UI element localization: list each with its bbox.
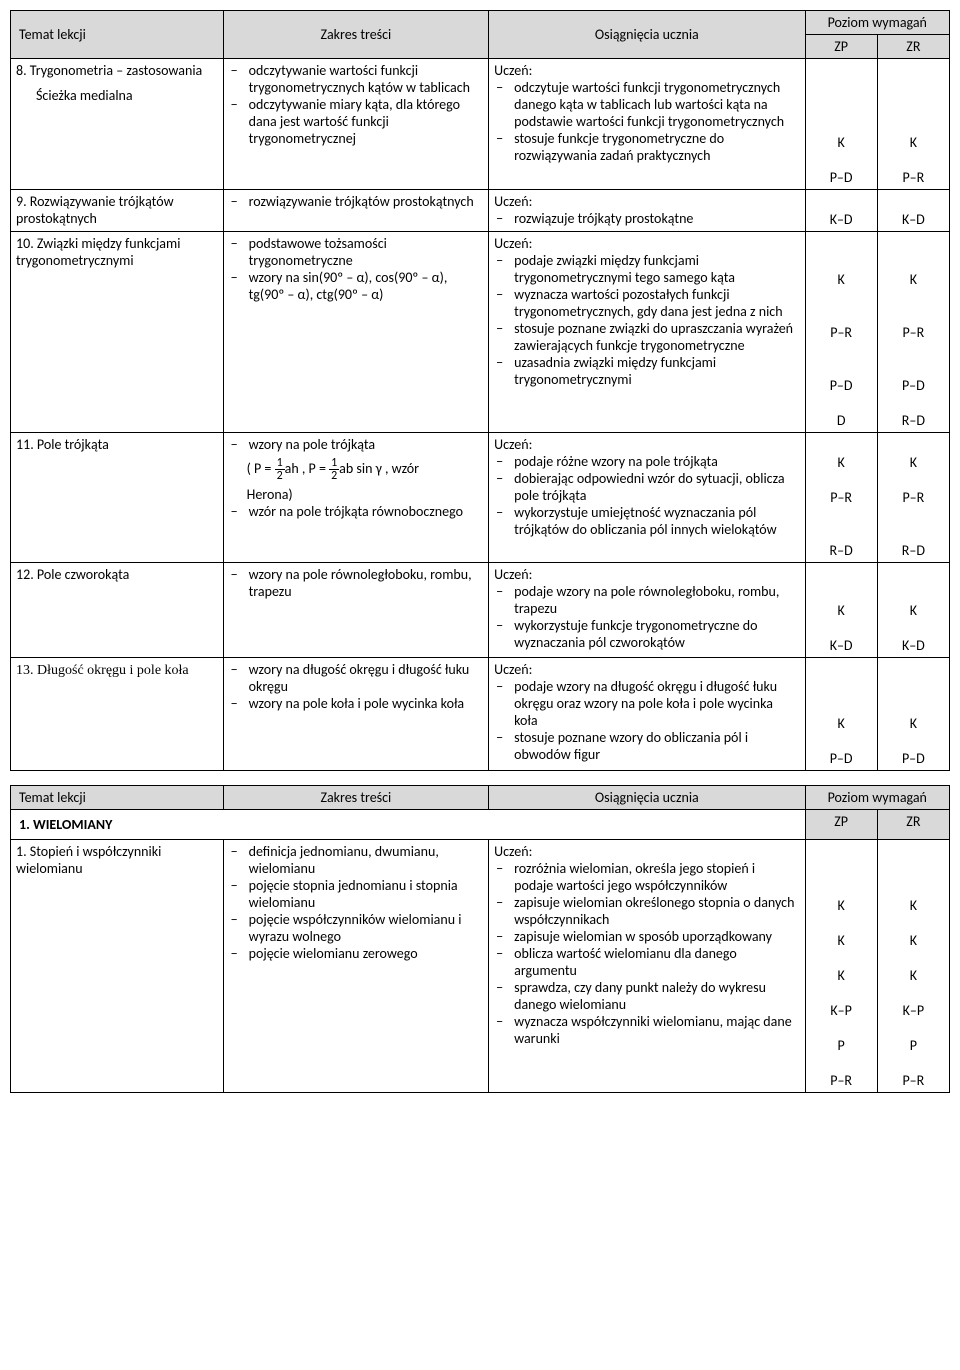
- cell-zakres: −wzory na pole trójkąta( P = 12ah , P = …: [223, 433, 489, 563]
- cell-zp: K–D: [805, 190, 877, 232]
- header-poziom: Poziom wymagań: [805, 11, 949, 35]
- table-row: 13. Długość okręgu i pole koła−wzory na …: [11, 658, 950, 771]
- cell-zakres: −rozwiązywanie trójkątów prostokątnych: [223, 190, 489, 232]
- cell-zakres: −wzory na pole równoległoboku, rombu, tr…: [223, 563, 489, 658]
- cell-temat: 13. Długość okręgu i pole koła: [11, 658, 224, 771]
- header2-zr: ZR: [877, 810, 949, 840]
- header-zp: ZP: [805, 35, 877, 59]
- cell-osiagniecia: Uczeń:−rozróżnia wielomian, określa jego…: [489, 840, 805, 1093]
- cell-zakres: −definicja jednomianu, dwumianu, wielomi…: [223, 840, 489, 1093]
- cell-zr: K–D: [877, 190, 949, 232]
- cell-zakres: −wzory na długość okręgu i długość łuku …: [223, 658, 489, 771]
- header2-zakres: Zakres treści: [223, 786, 489, 810]
- cell-temat: 10. Związki między funkcjami trygonometr…: [11, 232, 224, 433]
- cell-zr: KP–RR–D: [877, 433, 949, 563]
- cell-zp: KK–D: [805, 563, 877, 658]
- cell-temat: 9. Rozwiązywanie trójkątów prostokątnych: [11, 190, 224, 232]
- header2-poziom: Poziom wymagań: [805, 786, 949, 810]
- cell-zr: KKKK–PPP–R: [877, 840, 949, 1093]
- header-zakres: Zakres treści: [223, 11, 489, 59]
- table-row: 1. Stopień i współczynniki wielomianu−de…: [11, 840, 950, 1093]
- curriculum-table-1: Temat lekcji Zakres treści Osiągnięcia u…: [10, 10, 950, 771]
- cell-temat: 8. Trygonometria – zastosowaniaŚcieżka m…: [11, 59, 224, 190]
- cell-osiagniecia: Uczeń:−podaje różne wzory na pole trójką…: [489, 433, 805, 563]
- cell-temat: 11. Pole trójkąta: [11, 433, 224, 563]
- cell-zr: KP–RP–DR–D: [877, 232, 949, 433]
- cell-zr: KK–D: [877, 563, 949, 658]
- cell-zr: KP–R: [877, 59, 949, 190]
- cell-zp: KP–RP–DD: [805, 232, 877, 433]
- cell-zp: KKKK–PPP–R: [805, 840, 877, 1093]
- header-zr: ZR: [877, 35, 949, 59]
- cell-zp: KP–D: [805, 658, 877, 771]
- cell-osiagniecia: Uczeń:−podaje wzory na pole równoległobo…: [489, 563, 805, 658]
- cell-temat: 1. Stopień i współczynniki wielomianu: [11, 840, 224, 1093]
- cell-zakres: −podstawowe tożsamości trygonometryczne−…: [223, 232, 489, 433]
- table-row: 8. Trygonometria – zastosowaniaŚcieżka m…: [11, 59, 950, 190]
- table-row: 11. Pole trójkąta−wzory na pole trójkąta…: [11, 433, 950, 563]
- curriculum-table-2: Temat lekcji Zakres treści Osiągnięcia u…: [10, 785, 950, 1093]
- table-row: 10. Związki między funkcjami trygonometr…: [11, 232, 950, 433]
- cell-osiagniecia: Uczeń:−podaje wzory na długość okręgu i …: [489, 658, 805, 771]
- cell-zp: KP–D: [805, 59, 877, 190]
- cell-osiagniecia: Uczeń:−rozwiązuje trójkąty prostokątne: [489, 190, 805, 232]
- header-temat: Temat lekcji: [11, 11, 224, 59]
- cell-temat: 12. Pole czworokąta: [11, 563, 224, 658]
- cell-zakres: −odczytywanie wartości funkcji trygonome…: [223, 59, 489, 190]
- table-row: 9. Rozwiązywanie trójkątów prostokątnych…: [11, 190, 950, 232]
- header2-temat: Temat lekcji: [11, 786, 224, 810]
- header-osiagniecia: Osiągnięcia ucznia: [489, 11, 805, 59]
- cell-osiagniecia: Uczeń:−podaje związki między funkcjami t…: [489, 232, 805, 433]
- table-row: 12. Pole czworokąta−wzory na pole równol…: [11, 563, 950, 658]
- cell-zr: KP–D: [877, 658, 949, 771]
- section-title: 1. WIELOMIANY: [11, 810, 806, 840]
- header2-zp: ZP: [805, 810, 877, 840]
- header2-osiagniecia: Osiągnięcia ucznia: [489, 786, 805, 810]
- cell-osiagniecia: Uczeń:−odczytuje wartości funkcji trygon…: [489, 59, 805, 190]
- cell-zp: KP–RR–D: [805, 433, 877, 563]
